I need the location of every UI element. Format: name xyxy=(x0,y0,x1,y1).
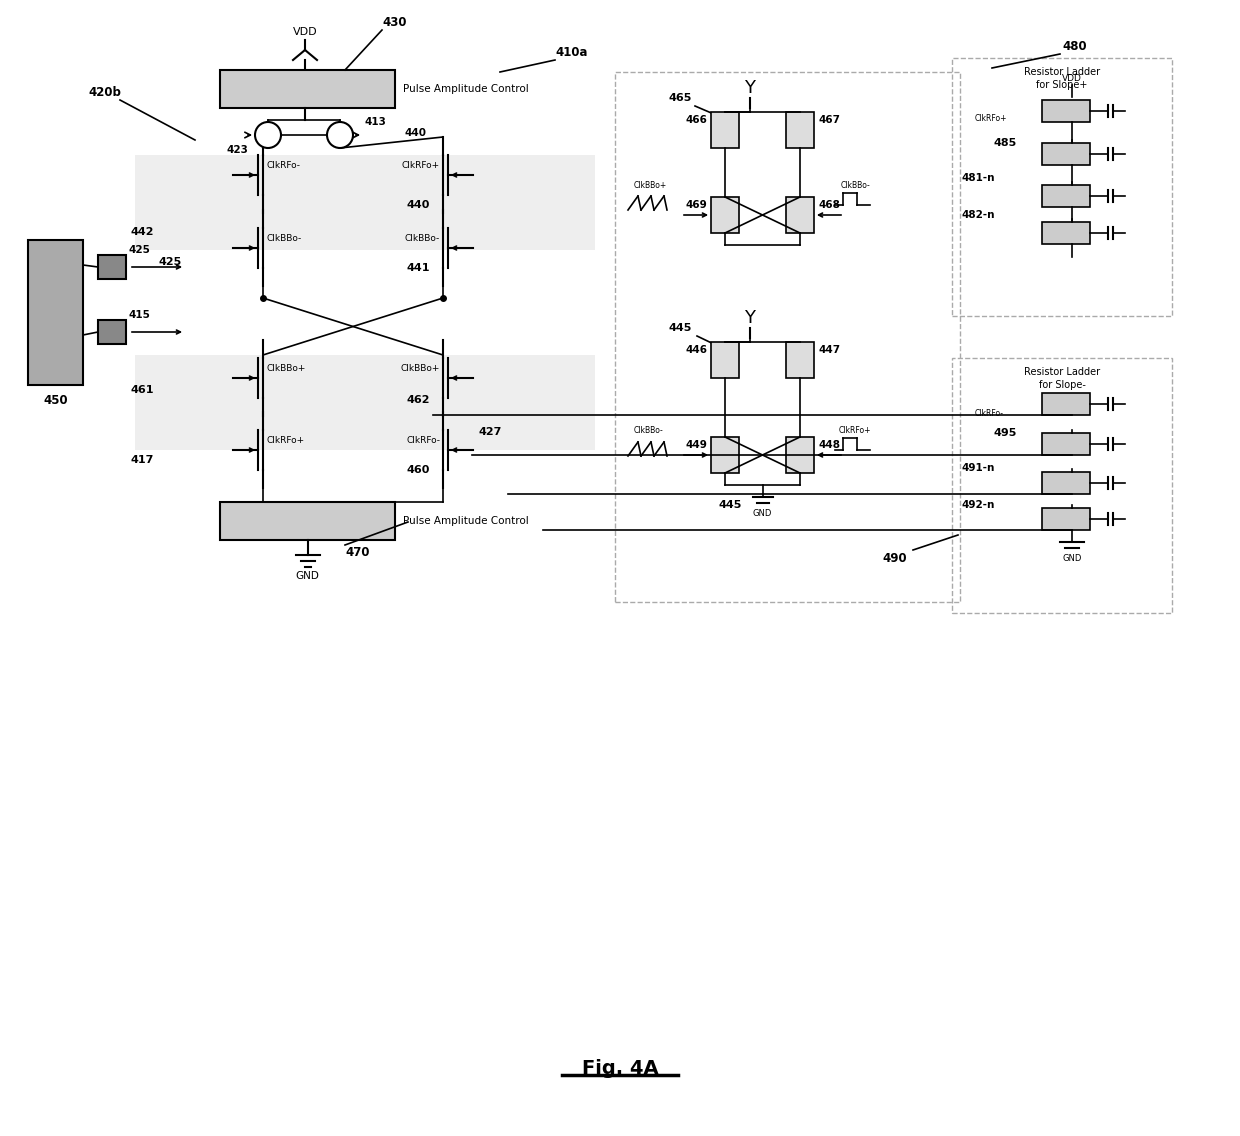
Text: 467: 467 xyxy=(818,115,839,125)
Text: 482-n: 482-n xyxy=(961,210,994,220)
Text: for Slope-: for Slope- xyxy=(1039,381,1085,390)
Text: ClkBBo+: ClkBBo+ xyxy=(634,181,667,190)
Text: Fig. 4A: Fig. 4A xyxy=(582,1059,658,1078)
Text: 492-n: 492-n xyxy=(961,500,994,510)
Text: Pulse Amplitude Control: Pulse Amplitude Control xyxy=(403,84,528,94)
Text: 445: 445 xyxy=(668,323,692,333)
Text: ClkRFo+: ClkRFo+ xyxy=(975,114,1008,123)
Text: ClkRFo-: ClkRFo- xyxy=(975,409,1004,418)
Bar xyxy=(135,356,595,450)
Text: 480: 480 xyxy=(1063,40,1087,52)
Text: GND: GND xyxy=(753,509,773,518)
Bar xyxy=(98,254,126,279)
Bar xyxy=(98,320,126,344)
Bar xyxy=(952,58,1172,316)
Text: ClkRFo-: ClkRFo- xyxy=(267,160,300,169)
Text: ClkBBo-: ClkBBo- xyxy=(841,181,870,190)
Bar xyxy=(1042,143,1090,165)
Text: 495: 495 xyxy=(993,428,1017,438)
Text: 445: 445 xyxy=(718,500,742,510)
Bar xyxy=(786,342,813,378)
Text: 423: 423 xyxy=(226,145,248,154)
Text: 460: 460 xyxy=(407,465,430,475)
Text: 427: 427 xyxy=(479,427,502,437)
Bar xyxy=(711,437,739,473)
Text: for Slope+: for Slope+ xyxy=(1037,80,1087,90)
Text: VDD: VDD xyxy=(1063,74,1083,83)
Text: Resistor Ladder: Resistor Ladder xyxy=(1024,67,1100,77)
Text: 440: 440 xyxy=(407,200,430,210)
Text: 465: 465 xyxy=(668,93,692,103)
Text: 462: 462 xyxy=(407,395,430,406)
Text: 425: 425 xyxy=(128,245,150,254)
Bar xyxy=(786,112,813,148)
Text: 481-n: 481-n xyxy=(961,173,994,183)
Text: 425: 425 xyxy=(159,257,181,267)
Bar xyxy=(219,502,396,540)
Bar xyxy=(952,358,1172,613)
Bar xyxy=(1042,433,1090,456)
Bar xyxy=(711,342,739,378)
Bar xyxy=(219,70,396,108)
Text: ClkBBo-: ClkBBo- xyxy=(634,426,663,434)
Text: ClkBBo+: ClkBBo+ xyxy=(401,364,440,373)
Text: 450: 450 xyxy=(43,393,68,407)
Bar xyxy=(1042,185,1090,207)
Text: 440: 440 xyxy=(404,128,427,137)
Text: ClkRFo+: ClkRFo+ xyxy=(838,426,872,434)
Text: 485: 485 xyxy=(993,137,1017,148)
Text: 491-n: 491-n xyxy=(961,463,994,473)
Text: ClkBBo+: ClkBBo+ xyxy=(267,364,305,373)
Bar xyxy=(786,437,813,473)
Text: 449: 449 xyxy=(686,440,707,450)
Bar xyxy=(786,197,813,233)
Text: 470: 470 xyxy=(346,545,371,559)
Text: Pulse Amplitude Control: Pulse Amplitude Control xyxy=(403,516,528,526)
Bar xyxy=(1042,222,1090,244)
Text: 490: 490 xyxy=(883,551,908,565)
Text: 441: 441 xyxy=(407,264,430,273)
Text: ClkRFo+: ClkRFo+ xyxy=(267,435,304,444)
Text: 446: 446 xyxy=(684,345,707,356)
Circle shape xyxy=(327,122,353,148)
Text: 442: 442 xyxy=(130,227,154,237)
Text: Y: Y xyxy=(744,80,755,97)
Bar xyxy=(135,154,595,250)
Text: 417: 417 xyxy=(130,456,154,465)
Text: 448: 448 xyxy=(818,440,839,450)
Bar xyxy=(1042,471,1090,494)
Text: 430: 430 xyxy=(383,16,407,28)
Bar xyxy=(1042,393,1090,415)
Bar xyxy=(615,72,960,602)
Circle shape xyxy=(255,122,281,148)
Text: Y: Y xyxy=(744,309,755,327)
Text: 468: 468 xyxy=(818,200,839,210)
Text: 415: 415 xyxy=(128,310,150,320)
Text: ClkRFo+: ClkRFo+ xyxy=(402,160,440,169)
Text: ClkRFo-: ClkRFo- xyxy=(405,435,440,444)
Bar xyxy=(1042,100,1090,122)
Bar xyxy=(1042,508,1090,531)
Text: ClkBBo-: ClkBBo- xyxy=(267,234,301,242)
Text: GND: GND xyxy=(295,571,320,580)
Text: Resistor Ladder: Resistor Ladder xyxy=(1024,367,1100,377)
Text: 410a: 410a xyxy=(556,45,588,58)
Bar xyxy=(711,197,739,233)
Text: ClkBBo-: ClkBBo- xyxy=(404,234,440,242)
Text: GND: GND xyxy=(1063,553,1081,562)
Text: 420b: 420b xyxy=(88,85,122,99)
Text: 447: 447 xyxy=(818,345,841,356)
Bar xyxy=(711,112,739,148)
Text: 461: 461 xyxy=(130,385,154,395)
Text: 466: 466 xyxy=(686,115,707,125)
Text: VDD: VDD xyxy=(293,27,317,37)
Bar xyxy=(29,240,83,385)
Text: 469: 469 xyxy=(686,200,707,210)
Text: 413: 413 xyxy=(365,117,386,127)
